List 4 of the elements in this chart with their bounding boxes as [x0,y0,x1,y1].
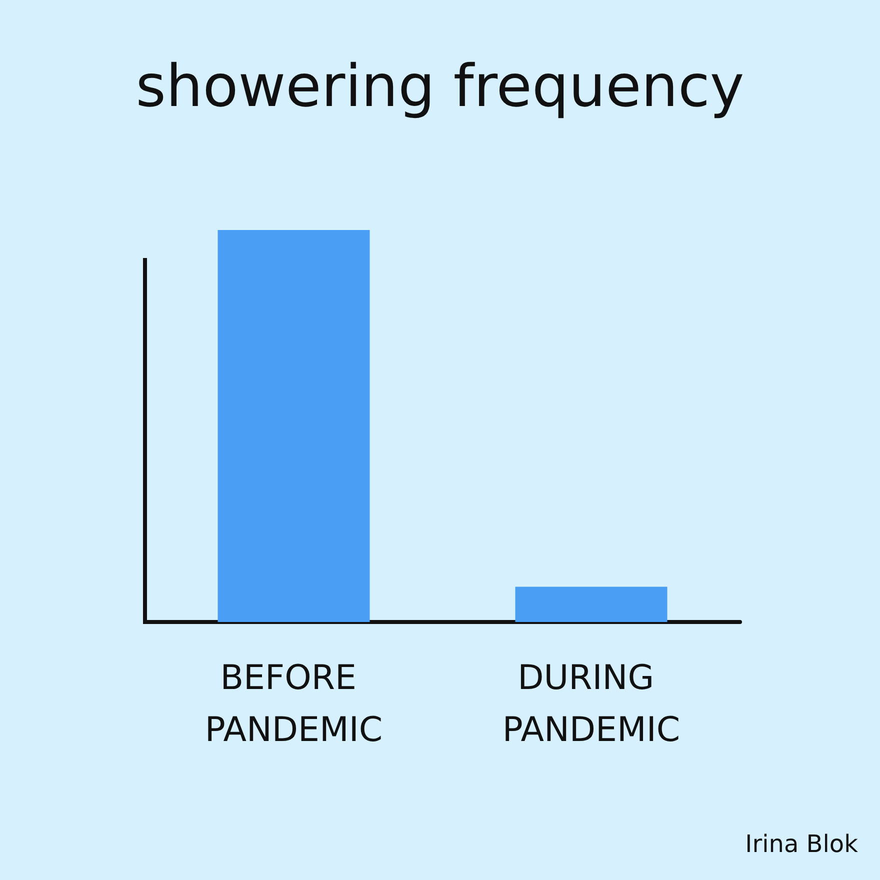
chart-title: showering frequency [136,52,744,120]
x-tick-label: DURING PANDEMIC [502,658,680,750]
text: Irina Blok [745,830,858,858]
x-tick-label: BEFORE PANDEMIC [204,658,383,750]
